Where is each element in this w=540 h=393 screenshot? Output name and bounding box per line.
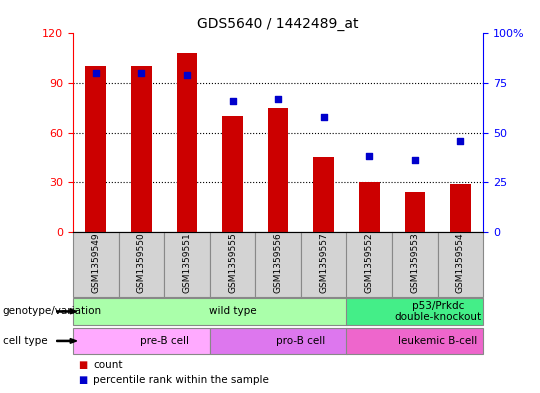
Bar	[347, 298, 483, 325]
Bar	[347, 328, 483, 354]
Text: GSM1359551: GSM1359551	[183, 233, 191, 293]
Text: count: count	[93, 360, 123, 370]
Point	[319, 114, 328, 120]
Point	[274, 96, 282, 102]
Point	[410, 157, 419, 163]
Text: leukemic B-cell: leukemic B-cell	[398, 336, 477, 346]
Bar	[268, 108, 288, 232]
Bar	[404, 192, 425, 232]
Text: cell type: cell type	[3, 336, 48, 346]
Bar	[301, 232, 347, 297]
Text: percentile rank within the sample: percentile rank within the sample	[93, 375, 269, 385]
Bar	[438, 232, 483, 297]
Bar	[210, 232, 255, 297]
Text: pre-B cell: pre-B cell	[140, 336, 188, 346]
Bar	[222, 116, 243, 232]
Bar	[118, 232, 164, 297]
Point	[456, 138, 465, 144]
Point	[183, 72, 191, 78]
Bar	[450, 184, 471, 232]
Text: GSM1359552: GSM1359552	[365, 233, 374, 293]
Text: ■: ■	[78, 360, 87, 370]
Text: GSM1359549: GSM1359549	[91, 233, 100, 293]
Bar	[210, 328, 347, 354]
Bar	[359, 182, 380, 232]
Text: p53/Prkdc
double-knockout: p53/Prkdc double-knockout	[394, 301, 481, 322]
Bar	[177, 53, 197, 232]
Text: GSM1359555: GSM1359555	[228, 233, 237, 293]
Bar	[313, 158, 334, 232]
Title: GDS5640 / 1442489_at: GDS5640 / 1442489_at	[197, 17, 359, 31]
Text: GSM1359550: GSM1359550	[137, 233, 146, 293]
Text: GSM1359556: GSM1359556	[274, 233, 282, 293]
Text: GSM1359553: GSM1359553	[410, 233, 420, 293]
Bar	[131, 66, 152, 232]
Point	[228, 98, 237, 104]
Point	[91, 70, 100, 76]
Point	[365, 153, 374, 160]
Bar	[392, 232, 438, 297]
Text: GSM1359557: GSM1359557	[319, 233, 328, 293]
Point	[137, 70, 146, 76]
Text: GSM1359554: GSM1359554	[456, 233, 465, 293]
Text: wild type: wild type	[208, 307, 256, 316]
Bar	[73, 232, 118, 297]
Text: genotype/variation: genotype/variation	[3, 307, 102, 316]
Bar	[255, 232, 301, 297]
Bar	[164, 232, 210, 297]
Text: ■: ■	[78, 375, 87, 385]
Bar	[85, 66, 106, 232]
Bar	[347, 232, 392, 297]
Bar	[73, 328, 210, 354]
Text: pro-B cell: pro-B cell	[276, 336, 326, 346]
Bar	[73, 298, 347, 325]
